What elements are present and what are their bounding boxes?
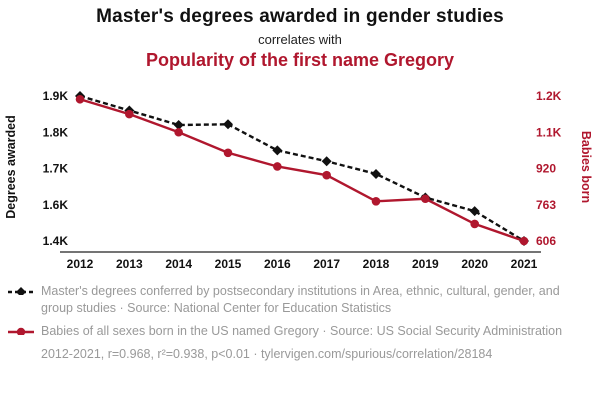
data-point-diamond <box>321 156 332 167</box>
y-tick-label-right: 606 <box>536 234 556 248</box>
stats-line: 2012-2021, r=0.968, r²=0.938, p<0.01 · t… <box>41 346 493 361</box>
data-point-circle <box>273 162 282 171</box>
data-point-diamond <box>223 119 233 130</box>
data-point-diamond <box>173 120 184 130</box>
line-chart-plot: 2012 2013 2014 2015 2016 2017 2018 2019 2020 2021… <box>43 89 562 271</box>
data-point-circle <box>371 196 381 206</box>
dashed-line-diamond-icon <box>8 287 34 295</box>
y-tick-label-right: 763 <box>536 198 556 212</box>
y-tick-label-right: 920 <box>536 162 556 176</box>
x-tick-label: 2016 <box>264 257 291 271</box>
y-tick-label-left: 1.8K <box>43 125 69 139</box>
data-point-diamond <box>371 168 381 179</box>
series-line <box>79 94 525 243</box>
legend-entry-gregory: Babies of all sexes born in the US named… <box>8 323 594 340</box>
x-tick-label: 2018 <box>363 257 390 271</box>
x-tick-label: 2015 <box>215 257 242 271</box>
chart-legend: Master's degrees conferred by postsecond… <box>8 283 594 361</box>
data-point-diamond <box>272 145 283 156</box>
data-point-circle <box>322 170 331 180</box>
y-tick-label-left: 1.6K <box>43 198 69 212</box>
data-point-circle <box>470 219 479 229</box>
y-tick-label-left: 1.4K <box>43 234 69 248</box>
x-tick-label: 2013 <box>116 257 143 271</box>
page-title: Master's degrees awarded in gender studi… <box>96 6 504 27</box>
data-point-circle <box>421 194 430 204</box>
legend-entry-label: Master's degrees conferred by postsecond… <box>41 284 560 315</box>
x-tick-label: 2017 <box>313 257 340 271</box>
data-point-circle <box>174 127 183 137</box>
secondary-title: Popularity of the first name Gregory <box>145 50 455 70</box>
data-point-diamond <box>469 206 480 217</box>
x-tick-label: 2019 <box>412 257 439 271</box>
y-tick-label-left: 1.9K <box>43 89 69 103</box>
y-tick-label-right: 1.1K <box>536 125 562 139</box>
legend-entry-label: Babies of all sexes born in the US named… <box>41 324 563 338</box>
y-tick-label-left: 1.7K <box>43 162 69 176</box>
x-tick-label: 2020 <box>461 257 488 271</box>
solid-line-circle-icon <box>8 327 34 335</box>
x-tick-label: 2021 <box>511 257 538 271</box>
correlates-with-label: correlates with <box>258 32 342 47</box>
y-tick-label-right: 1.2K <box>536 89 562 103</box>
data-point-circle <box>75 94 85 104</box>
series-line <box>79 98 525 243</box>
x-tick-label: 2014 <box>165 257 192 271</box>
legend-entry-degrees: Master's degrees conferred by postsecond… <box>8 283 594 316</box>
data-point-circle <box>223 148 233 158</box>
x-tick-label: 2012 <box>67 257 94 271</box>
data-point-circle <box>125 109 134 119</box>
data-point-circle <box>519 236 529 246</box>
